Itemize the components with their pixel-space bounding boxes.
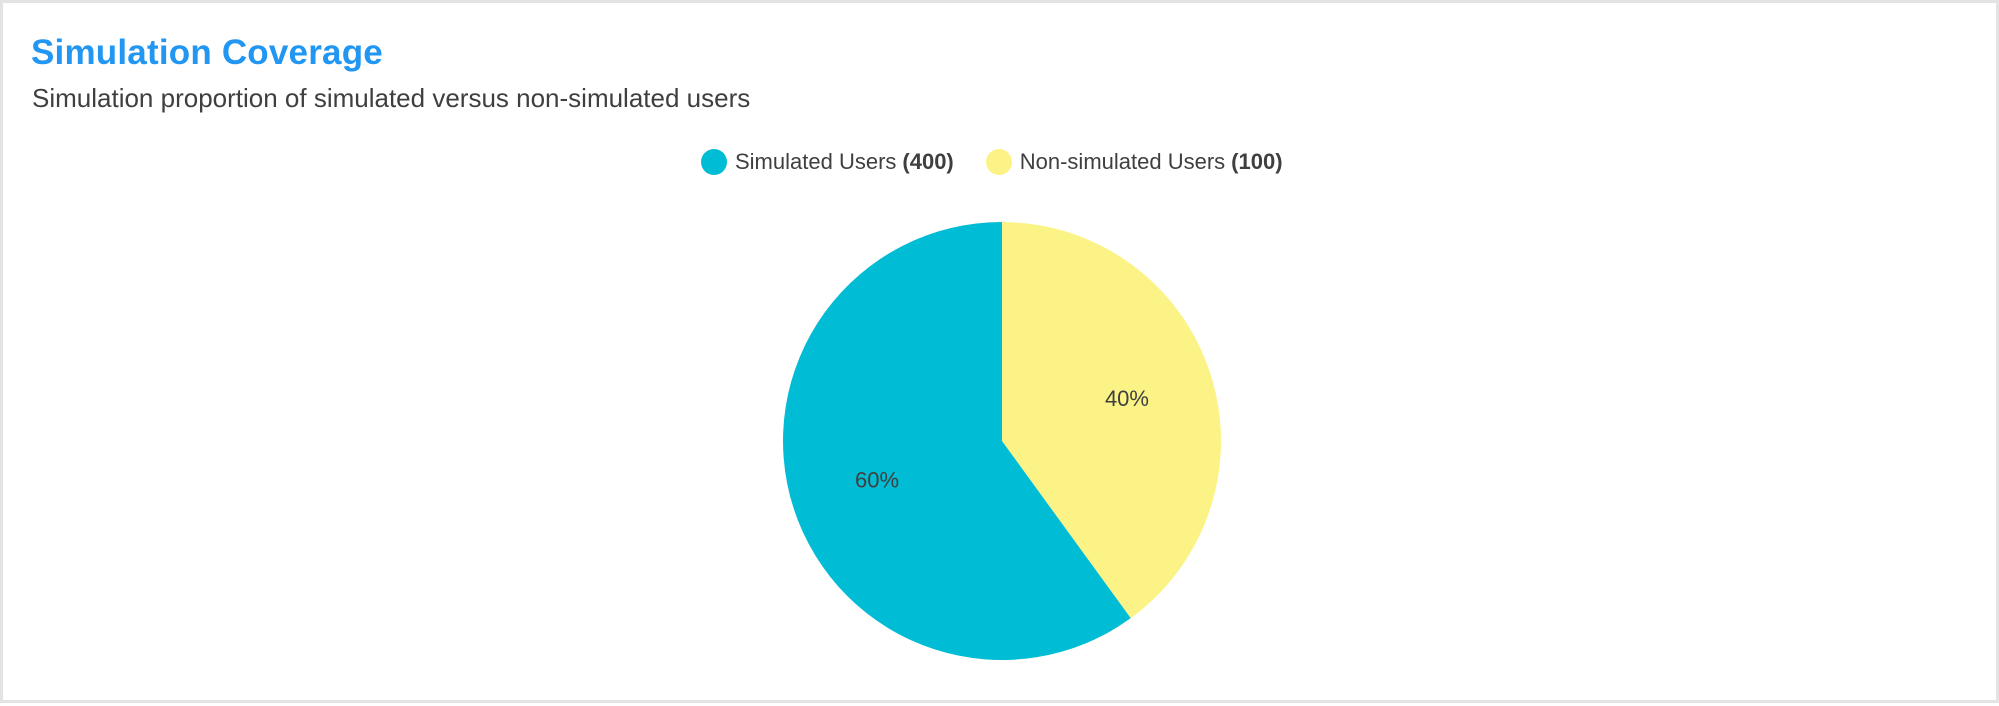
- pie-slice-non-simulated-users[interactable]: [1002, 222, 1221, 619]
- legend-item-non-simulated-users[interactable]: Non-simulated Users (100): [985, 149, 1283, 175]
- legend-label-simulated-users: Simulated Users: [735, 149, 897, 174]
- slice-label-non-simulated-users: 40%: [1105, 386, 1149, 411]
- legend-count-non-simulated-users: (100): [1231, 149, 1283, 174]
- card-title: Simulation Coverage: [31, 33, 383, 72]
- legend-item-simulated-users[interactable]: Simulated Users (400): [701, 149, 954, 175]
- chart-legend: Simulated Users (400) Non-simulated User…: [701, 149, 1315, 175]
- legend-label-non-simulated-users: Non-simulated Users: [1019, 149, 1226, 174]
- legend-swatch-non-simulated-users: [985, 149, 1012, 175]
- slice-label-simulated-users: 60%: [855, 467, 899, 492]
- pie-slice-simulated-users[interactable]: [782, 222, 1131, 660]
- legend-count-simulated-users: (400): [902, 149, 954, 174]
- pie-chart: 40% 60%: [782, 222, 1221, 660]
- legend-swatch-simulated-users: [701, 149, 727, 175]
- card-subtitle: Simulation proportion of simulated versu…: [32, 83, 751, 113]
